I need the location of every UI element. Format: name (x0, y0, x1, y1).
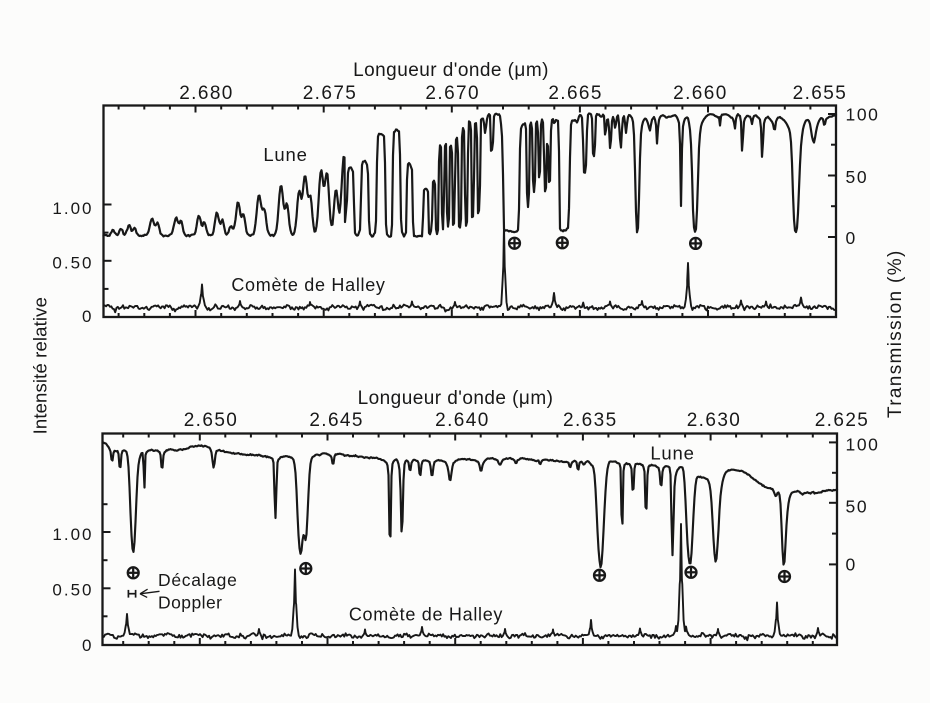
svg-text:2.670: 2.670 (425, 83, 480, 104)
svg-text:Doppler: Doppler (158, 593, 222, 613)
svg-text:Longueur d'onde (μm): Longueur d'onde (μm) (358, 388, 554, 409)
svg-text:2.660: 2.660 (673, 83, 728, 104)
svg-text:50: 50 (846, 497, 869, 517)
svg-text:2.655: 2.655 (793, 83, 848, 104)
svg-text:2.665: 2.665 (548, 83, 603, 104)
svg-text:50: 50 (846, 167, 869, 187)
svg-text:1.00: 1.00 (52, 525, 93, 544)
svg-text:Lune: Lune (650, 443, 694, 464)
svg-text:2.635: 2.635 (563, 410, 618, 431)
svg-text:2.645: 2.645 (309, 410, 364, 431)
svg-text:2.640: 2.640 (435, 410, 490, 431)
svg-text:Transmission (%): Transmission (%) (885, 249, 906, 418)
svg-text:2.630: 2.630 (687, 410, 742, 431)
svg-text:0: 0 (846, 228, 857, 248)
svg-text:2.675: 2.675 (303, 83, 358, 104)
svg-text:0: 0 (846, 554, 857, 574)
svg-text:2.680: 2.680 (179, 83, 234, 104)
svg-text:1.00: 1.00 (52, 199, 93, 218)
svg-text:2.650: 2.650 (184, 410, 239, 431)
svg-text:Comète de Halley: Comète de Halley (349, 605, 503, 625)
svg-text:0: 0 (82, 636, 93, 655)
svg-text:Longueur d'onde (μm): Longueur d'onde (μm) (353, 60, 549, 81)
svg-text:Comète de Halley: Comète de Halley (231, 275, 385, 295)
svg-text:Intensité relative: Intensité relative (30, 297, 51, 434)
svg-text:Lune: Lune (263, 144, 307, 165)
svg-text:0.50: 0.50 (52, 254, 93, 273)
svg-text:0: 0 (82, 307, 93, 326)
svg-text:100: 100 (846, 105, 880, 125)
svg-text:2.625: 2.625 (815, 410, 870, 431)
svg-text:100: 100 (846, 435, 880, 455)
svg-text:Décalage: Décalage (158, 570, 238, 590)
svg-text:0.50: 0.50 (52, 581, 93, 600)
